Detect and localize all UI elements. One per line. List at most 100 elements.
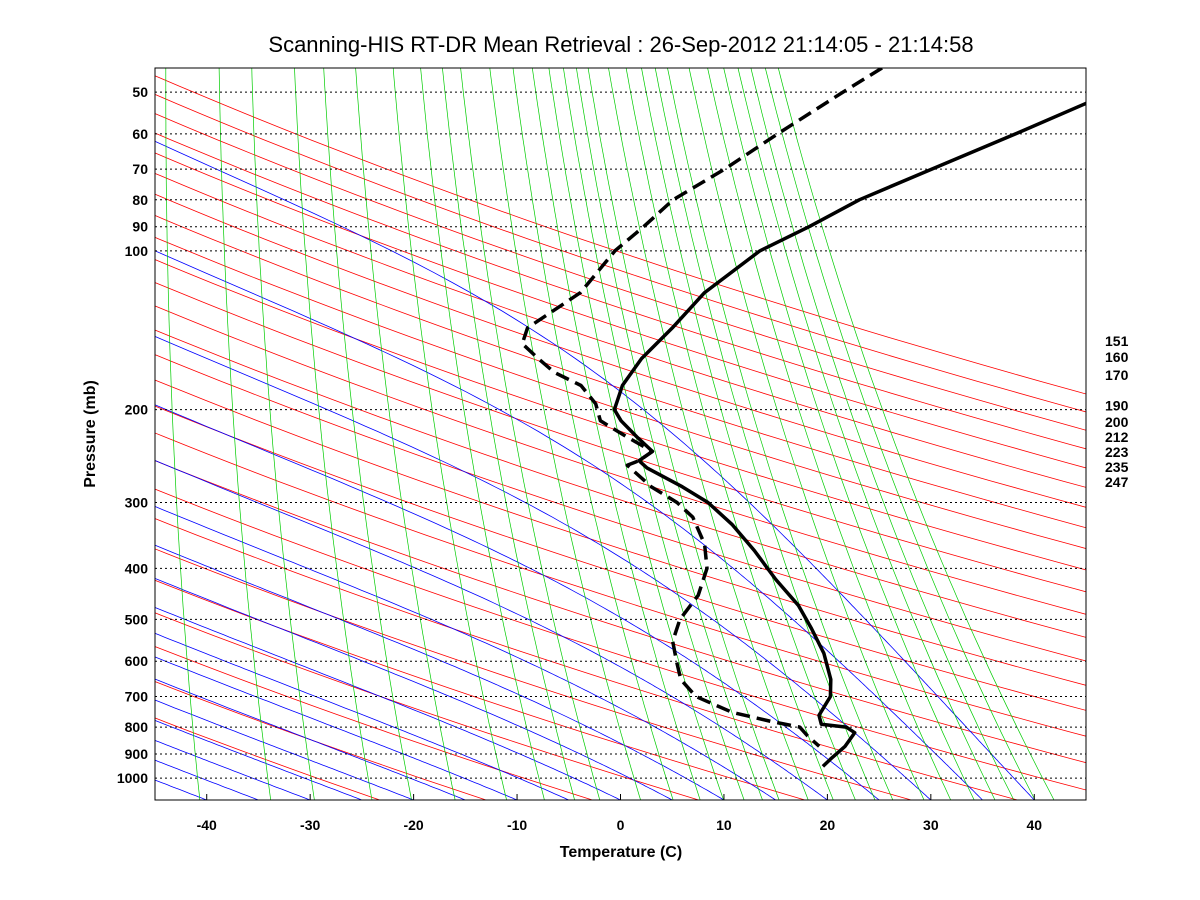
- pressure-tick-label: 70: [132, 161, 148, 177]
- temperature-tick-label: 20: [820, 817, 836, 833]
- right-label: 212: [1105, 429, 1129, 445]
- moist-adiabat: [155, 544, 725, 800]
- mixing-ratio-line: [641, 68, 856, 800]
- dry-adiabat: [155, 329, 1086, 638]
- mixing-ratio-line: [723, 68, 975, 800]
- dry-adiabat: [155, 215, 1086, 529]
- dry-adiabat: [155, 75, 1086, 395]
- pressure-gridlines: [155, 91, 1086, 779]
- chart-title: Scanning-HIS RT-DR Mean Retrieval : 26-S…: [268, 32, 973, 57]
- pressure-tick-label: 500: [125, 611, 149, 627]
- temperature-tick-label: -40: [197, 817, 217, 833]
- pressure-tick-label: 300: [125, 494, 149, 510]
- pressure-tick-label: 200: [125, 402, 149, 418]
- x-axis-label: Temperature (C): [560, 844, 682, 861]
- pressure-tick-label: 700: [125, 688, 149, 704]
- temperature-tick-label: 10: [716, 817, 732, 833]
- dry-adiabat: [155, 305, 1086, 615]
- mixing-ratio-line: [531, 68, 701, 800]
- dry-adiabat: [155, 172, 1086, 488]
- temperature-tick-label: -20: [403, 817, 423, 833]
- profiles: [520, 68, 1086, 768]
- mixing-ratio-line: [654, 68, 876, 800]
- temperature-tick-label: -30: [300, 817, 320, 833]
- mixing-ratio-line: [420, 68, 545, 800]
- dry-adiabat: [155, 93, 1086, 413]
- pressure-tick-label: 80: [132, 192, 148, 208]
- temperature-tick-label: 0: [617, 817, 625, 833]
- pressure-tick-label: 50: [132, 84, 148, 100]
- dry-adiabat: [155, 432, 1086, 737]
- dry-adiabat: [155, 518, 1018, 800]
- temperature-profile-line: [612, 101, 1086, 768]
- moist-adiabat: [155, 656, 518, 800]
- dry-adiabat: [155, 612, 699, 800]
- mixing-ratio-line: [355, 68, 456, 800]
- dry-adiabat: [155, 193, 1086, 508]
- dewpoint-profile-line: [520, 68, 883, 748]
- pressure-tick-label: 400: [125, 560, 149, 576]
- mixing-ratio-line: [460, 68, 601, 800]
- pressure-tick-label: 600: [125, 653, 149, 669]
- right-label: 247: [1105, 474, 1129, 490]
- dry-adiabat: [155, 113, 1086, 431]
- mixing-ratio-line: [489, 68, 641, 800]
- mixing-ratio-line: [323, 68, 412, 800]
- dry-adiabat: [155, 379, 1086, 686]
- dry-adiabat: [155, 236, 1086, 549]
- dry-adiabat: [155, 282, 1086, 593]
- moist-adiabat: [155, 678, 466, 800]
- temperature-tick-labels: -40 -30 -20 -10 0 10 20 30 40: [197, 794, 1042, 833]
- mixing-ratio-line: [392, 68, 507, 800]
- dry-adiabat: [155, 354, 1086, 662]
- moist-adiabat: [155, 577, 673, 800]
- pressure-tick-label: 100: [125, 243, 149, 259]
- right-label: 151: [1105, 333, 1129, 349]
- mixing-ratio-line: [750, 68, 1015, 800]
- moist-adiabat: [155, 606, 621, 800]
- dry-adiabat: [155, 152, 1086, 469]
- moist-adiabat: [155, 699, 414, 800]
- dry-adiabat: [155, 132, 1086, 450]
- right-label: 170: [1105, 367, 1129, 383]
- pressure-tick-label: 1000: [117, 770, 148, 786]
- mixing-ratio-line: [165, 68, 201, 800]
- right-label: 235: [1105, 459, 1129, 475]
- dry-adiabat: [155, 548, 912, 800]
- mixing-ratio-line: [667, 68, 894, 800]
- dry-adiabat: [155, 460, 1086, 764]
- mixing-ratio-line: [512, 68, 674, 800]
- moist-adiabat: [155, 720, 363, 800]
- mixing-ratio-line: [688, 68, 925, 800]
- pressure-tick-labels: 50 60 70 80 90 100 200 300 400 500 600 700 800 900 100…: [117, 84, 148, 786]
- pressure-tick-label: 800: [125, 719, 149, 735]
- right-label: 160: [1105, 349, 1129, 365]
- moist-adiabat: [155, 460, 828, 800]
- mixing-ratio-line: [625, 68, 834, 800]
- mixing-ratio-line: [777, 68, 1055, 800]
- mixing-ratio-line: [764, 68, 1036, 800]
- mixing-ratio-line: [442, 68, 575, 800]
- moist-adiabat: [155, 250, 983, 800]
- temperature-tick-label: 30: [923, 817, 939, 833]
- mixing-ratio-line: [707, 68, 952, 800]
- mixing-ratio-line: [576, 68, 763, 800]
- dry-adiabat: [155, 579, 806, 800]
- pressure-tick-label: 90: [132, 219, 148, 235]
- temperature-tick-label: 40: [1026, 817, 1042, 833]
- mixing-ratio-line: [251, 68, 315, 800]
- moist-adiabat: [155, 632, 569, 800]
- dry-adiabat: [155, 646, 593, 800]
- moist-adiabat: [155, 506, 776, 800]
- temperature-tick-label: -10: [507, 817, 527, 833]
- mixing-ratio-line: [587, 68, 780, 800]
- mixing-ratio-line: [608, 68, 809, 800]
- pressure-tick-label: 60: [132, 126, 148, 142]
- pressure-tick-label: 900: [125, 746, 149, 762]
- right-label: 223: [1105, 444, 1129, 460]
- mixing-ratio-line: [294, 68, 373, 800]
- dry-adiabat: [155, 488, 1086, 791]
